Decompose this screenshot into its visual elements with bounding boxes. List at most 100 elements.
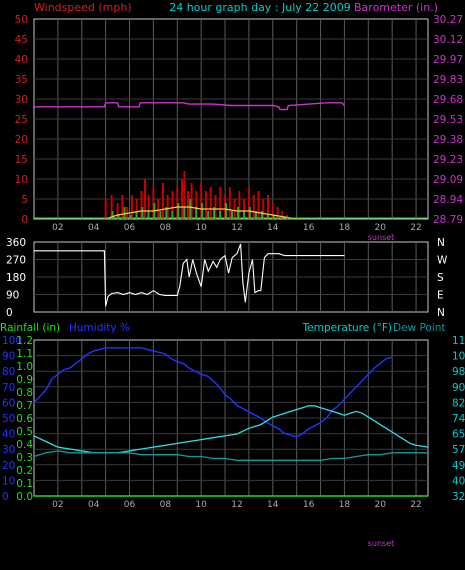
temperature-axis-tick-label: 65 (452, 429, 465, 441)
baro-axis-tick-label: 29.23 (433, 154, 463, 166)
humidity-axis-title: Humidity % (69, 322, 130, 334)
wind-baro-x-tick-label: 18 (339, 223, 351, 233)
wind-baro-x-tick-label: 20 (375, 223, 387, 233)
compass-axis-tick-label: N (437, 237, 445, 249)
wind-baro-x-tick-label: 12 (231, 223, 242, 233)
humidity-axis-tick-label: 30 (2, 444, 15, 456)
rain-axis-tick-label: 0.7 (16, 400, 33, 412)
rain-humidity-temp-x-tick-label: 10 (195, 500, 207, 510)
rain-humidity-temp-x-tick-label: 16 (303, 500, 315, 510)
humidity-axis-tick-label: 60 (2, 397, 15, 409)
wind-axis-tick-label: 20 (15, 134, 28, 146)
rain-axis-tick-label: 1.0 (16, 361, 33, 373)
windspeed-axis-title: Windspeed (mph) (34, 1, 132, 14)
direction-axis-tick-label: 90 (6, 290, 19, 302)
rain-humidity-temp-x-tick-label: 18 (339, 500, 351, 510)
wind-axis-tick-label: 15 (15, 154, 28, 166)
sunset-label-top: sunset (368, 233, 395, 242)
wind-axis-tick-label: 25 (15, 114, 28, 126)
wind-axis-tick-label: 45 (15, 34, 28, 46)
humidity-axis-tick-label: 100 (2, 335, 22, 347)
wind-baro-x-tick-label: 08 (160, 223, 172, 233)
humidity-axis-tick-label: 90 (2, 351, 15, 363)
wind-baro-x-tick-label: 14 (267, 223, 279, 233)
wind-direction-series-line (34, 243, 345, 307)
temperature-axis-tick-label: 115 (452, 335, 465, 347)
rain-humidity-temp-x-tick-label: 08 (160, 500, 172, 510)
direction-axis-tick-label: 180 (6, 272, 26, 284)
wind-baro-x-tick-label: 02 (52, 223, 63, 233)
temperature-axis-tick-label: 107 (452, 351, 465, 363)
chart-title: 24 hour graph day : July 22 2009 (169, 1, 351, 14)
humidity-axis-tick-label: 40 (2, 429, 15, 441)
temperature-axis-tick-label: 40 (452, 475, 465, 487)
rain-axis-tick-label: 0.0 (16, 491, 33, 503)
baro-axis-tick-label: 28.94 (433, 194, 463, 206)
temperature-axis-tick-label: 90 (452, 382, 465, 394)
temperature-axis-tick-label: 82 (452, 397, 465, 409)
direction-axis-tick-label: 360 (6, 237, 26, 249)
wind-axis-tick-label: 10 (15, 174, 28, 186)
wind-baro-x-tick-label: 10 (195, 223, 207, 233)
temperature-axis-tick-label: 49 (452, 460, 465, 472)
plot-series (33, 102, 429, 497)
rain-axis-tick-label: 1.1 (16, 348, 33, 360)
baro-axis-tick-label: 29.53 (433, 114, 463, 126)
wind-axis-tick-label: 30 (15, 94, 28, 106)
compass-axis-tick-label: N (437, 307, 445, 319)
wind-baro-x-tick-label: 22 (410, 223, 421, 233)
rain-axis-tick-label: 0.2 (16, 465, 33, 477)
rain-humidity-temp-x-tick-label: 04 (88, 500, 100, 510)
rain-axis-tick-label: 0.1 (16, 478, 33, 490)
compass-axis-tick-label: E (437, 290, 444, 302)
rain-humidity-temp-x-tick-label: 06 (124, 500, 136, 510)
rain-humidity-temp-x-tick-label: 02 (52, 500, 63, 510)
rain-axis-tick-label: 0.6 (16, 413, 33, 425)
baro-axis-tick-label: 28.79 (433, 214, 463, 226)
humidity-axis-tick-label: 0 (2, 491, 9, 503)
rain-axis-tick-label: 0.4 (16, 439, 33, 451)
wind-baro-x-tick-label: 16 (303, 223, 315, 233)
temperature-axis-tick-label: 57 (452, 444, 465, 456)
humidity-axis-tick-label: 10 (2, 475, 15, 487)
humidity-series-line (33, 347, 393, 438)
baro-axis-tick-label: 29.83 (433, 74, 463, 86)
direction-axis-tick-label: 0 (6, 307, 13, 319)
humidity-axis-tick-label: 80 (2, 366, 15, 378)
wind-axis-tick-label: 50 (15, 14, 28, 26)
rain-axis-tick-label: 0.3 (16, 452, 33, 464)
humidity-axis-tick-label: 70 (2, 382, 15, 394)
compass-axis-tick-label: W (437, 255, 448, 267)
temperature-axis-tick-label: 74 (452, 413, 465, 425)
barometer-series-line (34, 102, 345, 111)
baro-axis-tick-label: 29.09 (433, 174, 463, 186)
wind-average-series-line (105, 206, 297, 220)
sunset-label-bottom: sunset (368, 539, 395, 548)
axis-tick-labels: 0 5 10 15 20 25 30 35 40 45 50 28.79 28.94 29.09 29.23… (2, 14, 465, 510)
wind-axis-tick-label: 35 (15, 74, 28, 86)
rain-humidity-temp-x-tick-label: 20 (375, 500, 387, 510)
direction-axis-tick-label: 270 (6, 255, 26, 267)
baro-axis-tick-label: 29.68 (433, 94, 463, 106)
rain-axis-tick-label: 1.2 (16, 335, 33, 347)
rain-axis-tick-label: 0.8 (16, 387, 33, 399)
rainfall-axis-title: Rainfall (in) (0, 322, 60, 334)
barometer-axis-title: Barometer (in.) (354, 1, 438, 14)
temperature-axis-tick-label: 32 (452, 491, 465, 503)
baro-axis-tick-label: 30.12 (433, 34, 463, 46)
rain-humidity-temp-x-tick-label: 14 (267, 500, 279, 510)
humidity-axis-tick-label: 50 (2, 413, 15, 425)
rain-axis-tick-label: 0.9 (16, 374, 33, 386)
wind-baro-x-tick-label: 06 (124, 223, 136, 233)
wind-axis-tick-label: 40 (15, 54, 28, 66)
wind-axis-tick-label: 0 (21, 214, 28, 226)
temperature-axis-title: Temperature (°F) (302, 322, 392, 334)
dewpoint-series-line (33, 450, 428, 461)
rain-humidity-temp-x-tick-label: 22 (410, 500, 421, 510)
baro-axis-tick-label: 30.27 (433, 14, 463, 26)
baro-axis-tick-label: 29.38 (433, 134, 463, 146)
temperature-axis-tick-label: 98 (452, 366, 465, 378)
wind-baro-x-tick-label: 04 (88, 223, 100, 233)
